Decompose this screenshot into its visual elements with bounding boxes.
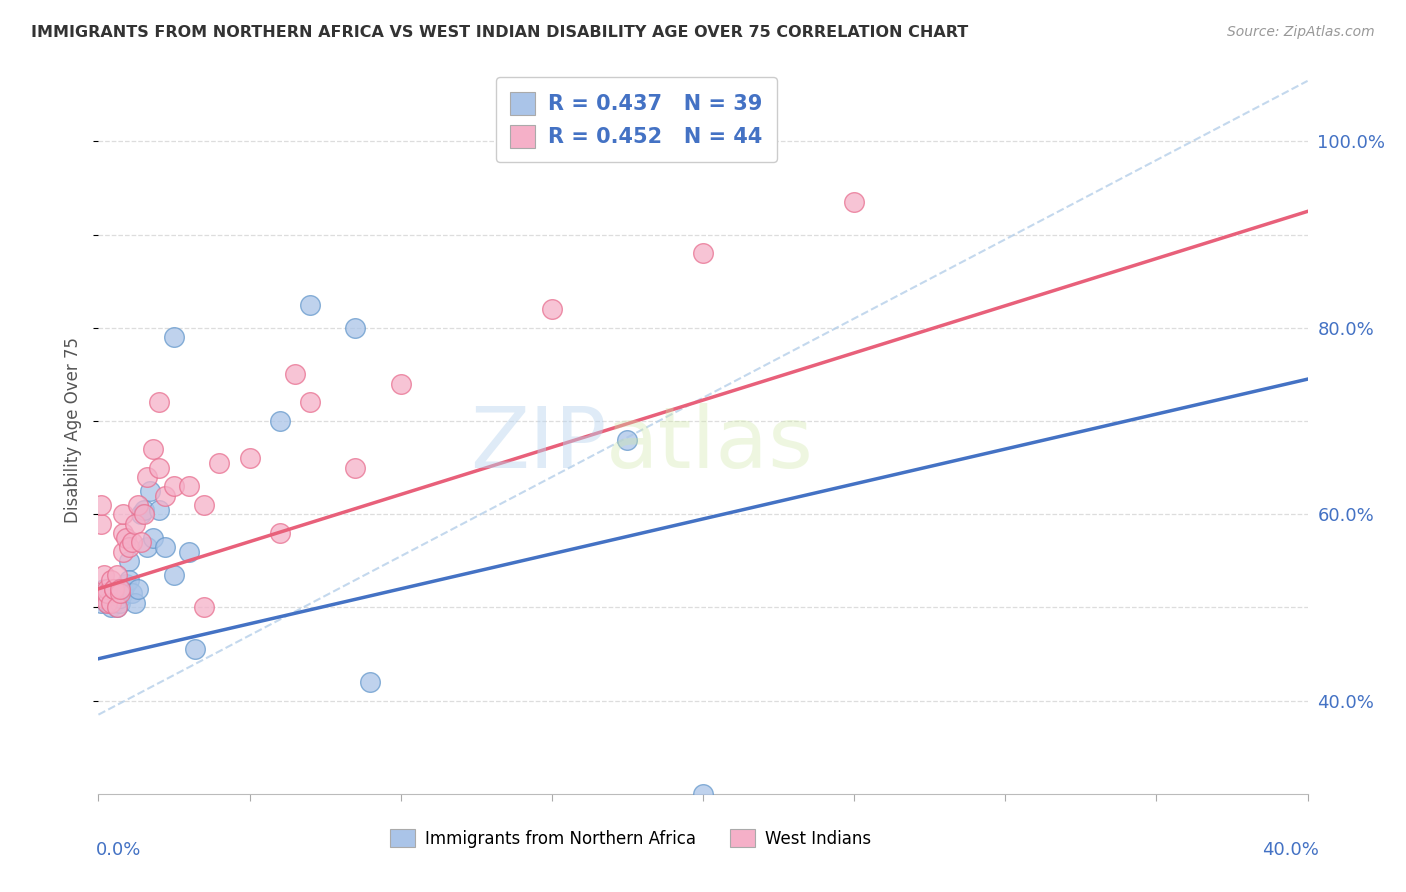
Text: 0.0%: 0.0%: [96, 840, 141, 858]
Point: [163, 567, 186, 582]
Point: [540, 302, 562, 317]
Point: [96, 582, 118, 596]
Point: [108, 596, 131, 610]
Point: [135, 470, 157, 484]
Point: [103, 582, 125, 596]
Point: [105, 567, 128, 582]
Point: [100, 600, 122, 615]
Point: [299, 395, 322, 409]
Point: [93, 591, 115, 606]
Point: [118, 540, 141, 554]
Point: [100, 573, 122, 587]
Point: [148, 502, 170, 516]
Point: [616, 433, 638, 447]
Point: [344, 321, 367, 335]
Point: [389, 376, 412, 391]
Point: [239, 451, 262, 466]
Point: [118, 573, 141, 587]
Point: [105, 586, 128, 600]
Point: [90, 596, 112, 610]
Point: [139, 483, 162, 498]
Point: [163, 479, 186, 493]
Point: [111, 586, 134, 600]
Point: [121, 586, 143, 600]
Point: [105, 600, 128, 615]
Point: [90, 516, 112, 531]
Point: [269, 525, 291, 540]
Point: [844, 195, 866, 210]
Point: [108, 591, 131, 606]
Point: [163, 330, 186, 344]
Point: [96, 591, 118, 606]
Point: [142, 442, 165, 456]
Text: Source: ZipAtlas.com: Source: ZipAtlas.com: [1227, 25, 1375, 39]
Point: [90, 498, 112, 512]
Point: [105, 582, 128, 596]
Text: IMMIGRANTS FROM NORTHERN AFRICA VS WEST INDIAN DISABILITY AGE OVER 75 CORRELATIO: IMMIGRANTS FROM NORTHERN AFRICA VS WEST …: [31, 25, 969, 40]
Point: [103, 582, 125, 596]
Point: [114, 531, 136, 545]
Point: [111, 544, 134, 558]
Point: [111, 525, 134, 540]
Point: [93, 582, 115, 596]
Point: [135, 540, 157, 554]
Point: [111, 508, 134, 522]
Text: ZIP: ZIP: [470, 403, 606, 486]
Point: [111, 582, 134, 596]
Point: [129, 535, 152, 549]
Point: [124, 516, 146, 531]
Point: [344, 460, 367, 475]
Point: [105, 600, 128, 615]
Point: [114, 577, 136, 591]
Point: [132, 508, 155, 522]
Legend: Immigrants from Northern Africa, West Indians: Immigrants from Northern Africa, West In…: [384, 822, 877, 855]
Point: [284, 368, 307, 382]
Point: [184, 642, 207, 657]
Point: [118, 554, 141, 568]
Point: [108, 586, 131, 600]
Point: [269, 414, 291, 428]
Point: [692, 246, 714, 260]
Point: [153, 540, 176, 554]
Point: [100, 586, 122, 600]
Point: [127, 498, 149, 512]
Point: [100, 596, 122, 610]
Point: [103, 591, 125, 606]
Point: [93, 586, 115, 600]
Point: [96, 586, 118, 600]
Point: [127, 582, 149, 596]
Point: [193, 600, 215, 615]
Point: [96, 596, 118, 610]
Point: [108, 582, 131, 596]
Point: [124, 596, 146, 610]
Point: [93, 567, 115, 582]
Point: [193, 498, 215, 512]
Point: [103, 596, 125, 610]
Point: [132, 502, 155, 516]
Point: [179, 544, 201, 558]
Point: [692, 787, 714, 801]
Point: [96, 596, 118, 610]
Point: [153, 489, 176, 503]
Text: 40.0%: 40.0%: [1263, 840, 1319, 858]
Point: [208, 456, 231, 470]
Text: atlas: atlas: [606, 403, 814, 486]
Point: [299, 297, 322, 311]
Point: [142, 531, 165, 545]
Point: [148, 395, 170, 409]
Point: [129, 508, 152, 522]
Point: [360, 675, 382, 690]
Point: [148, 460, 170, 475]
Y-axis label: Disability Age Over 75: Disability Age Over 75: [63, 337, 82, 524]
Point: [179, 479, 201, 493]
Point: [121, 535, 143, 549]
